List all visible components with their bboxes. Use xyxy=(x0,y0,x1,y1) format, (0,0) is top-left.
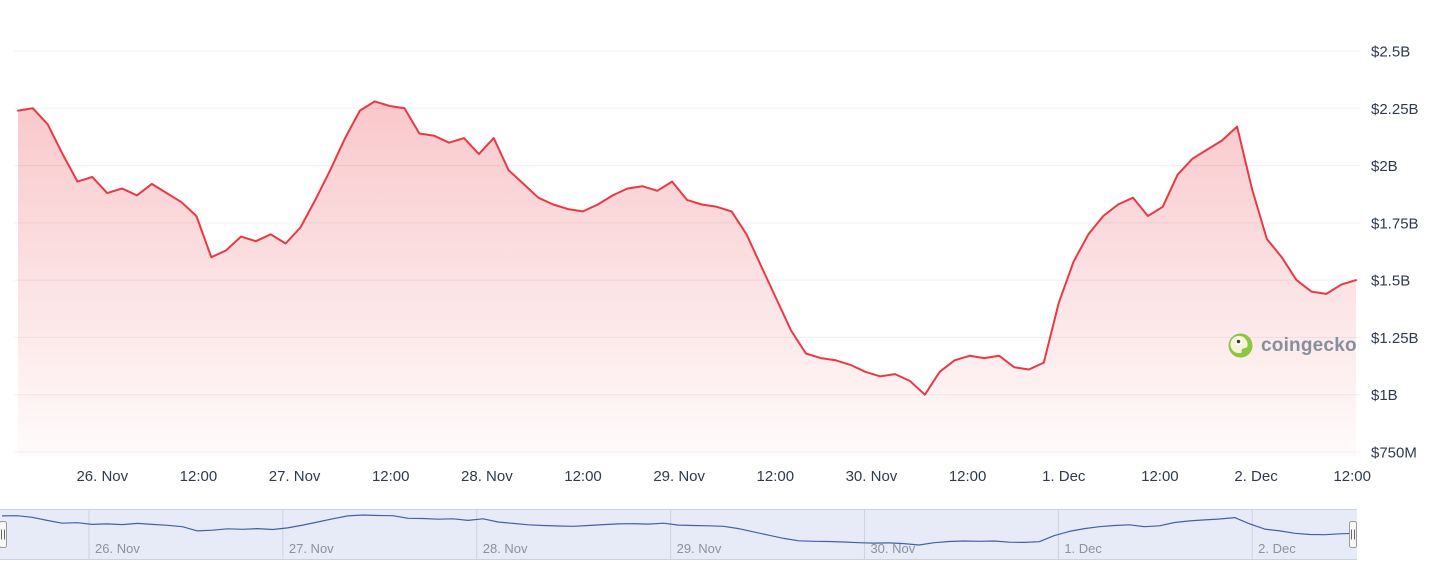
y-axis-label: $1B xyxy=(1371,387,1398,404)
navigator-line-series xyxy=(1,514,1356,546)
x-axis-label: 12:00 xyxy=(949,468,987,485)
x-axis-label: 26. Nov xyxy=(76,468,128,485)
navigator-day-label: 27. Nov xyxy=(289,541,334,556)
x-axis-label: 29. Nov xyxy=(653,468,705,485)
navigator-day-label: 29. Nov xyxy=(677,541,722,556)
coingecko-watermark: coingecko xyxy=(1228,333,1357,358)
x-axis-label: 27. Nov xyxy=(269,468,321,485)
x-axis-label: 12:00 xyxy=(1333,468,1371,485)
coingecko-logo-icon xyxy=(1228,333,1253,358)
navigator-day-label: 28. Nov xyxy=(483,541,528,556)
y-axis-label: $1.25B xyxy=(1371,330,1419,347)
volume-line-series xyxy=(17,100,1357,396)
x-axis-label: 12:00 xyxy=(372,468,410,485)
x-axis-label: 12:00 xyxy=(757,468,795,485)
y-axis-label: $2.25B xyxy=(1371,101,1419,118)
x-axis-label: 28. Nov xyxy=(461,468,513,485)
y-axis-label: $2B xyxy=(1371,158,1398,175)
navigator-day-label: 30. Nov xyxy=(870,541,915,556)
coingecko-watermark-text: coingecko xyxy=(1261,334,1357,356)
chart-plot-area[interactable] xyxy=(14,10,1360,456)
x-axis-label: 12:00 xyxy=(564,468,602,485)
navigator-track[interactable] xyxy=(0,509,1357,560)
y-axis-label: $750M xyxy=(1371,445,1417,462)
navigator-right-handle[interactable] xyxy=(1349,521,1357,548)
x-axis-label: 12:00 xyxy=(1141,468,1179,485)
y-axis-label: $2.5B xyxy=(1371,44,1410,61)
y-axis-label: $1.75B xyxy=(1371,215,1419,232)
navigator-day-label: 2. Dec xyxy=(1258,541,1296,556)
x-axis-label: 2. Dec xyxy=(1234,468,1278,485)
x-axis-label: 12:00 xyxy=(180,468,218,485)
x-axis-label: 30. Nov xyxy=(846,468,898,485)
y-axis-label: $1.5B xyxy=(1371,273,1410,290)
navigator-day-label: 1. Dec xyxy=(1064,541,1102,556)
volume-area-fill xyxy=(18,101,1356,457)
x-axis-label: 1. Dec xyxy=(1042,468,1086,485)
navigator-left-handle[interactable] xyxy=(0,521,7,548)
navigator-day-label: 26. Nov xyxy=(95,541,140,556)
